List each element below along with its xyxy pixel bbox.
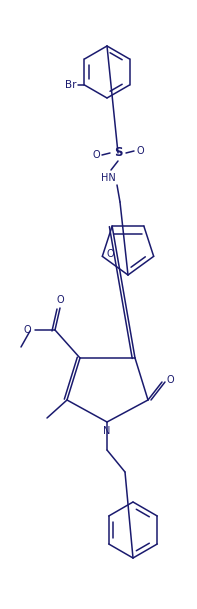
Text: Br: Br bbox=[65, 80, 76, 90]
Text: S: S bbox=[114, 147, 122, 160]
Text: O: O bbox=[136, 146, 144, 156]
Text: O: O bbox=[92, 150, 100, 160]
Text: N: N bbox=[103, 426, 111, 436]
Text: O: O bbox=[23, 325, 31, 335]
Text: O: O bbox=[166, 375, 174, 385]
Text: HN: HN bbox=[101, 173, 115, 183]
Text: O: O bbox=[56, 295, 64, 305]
Text: O: O bbox=[107, 249, 114, 259]
